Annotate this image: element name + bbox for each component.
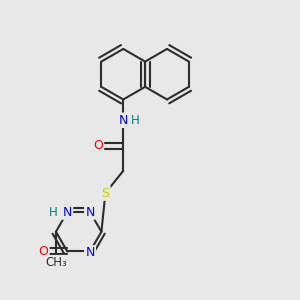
Text: O: O [39, 245, 49, 258]
Text: H: H [131, 114, 140, 127]
Text: O: O [93, 139, 103, 152]
Text: N: N [85, 206, 95, 218]
Text: N: N [63, 206, 72, 218]
Text: CH₃: CH₃ [45, 256, 67, 268]
Text: N: N [118, 114, 128, 127]
Text: S: S [101, 187, 110, 200]
Text: N: N [85, 246, 95, 260]
Text: H: H [49, 206, 57, 218]
